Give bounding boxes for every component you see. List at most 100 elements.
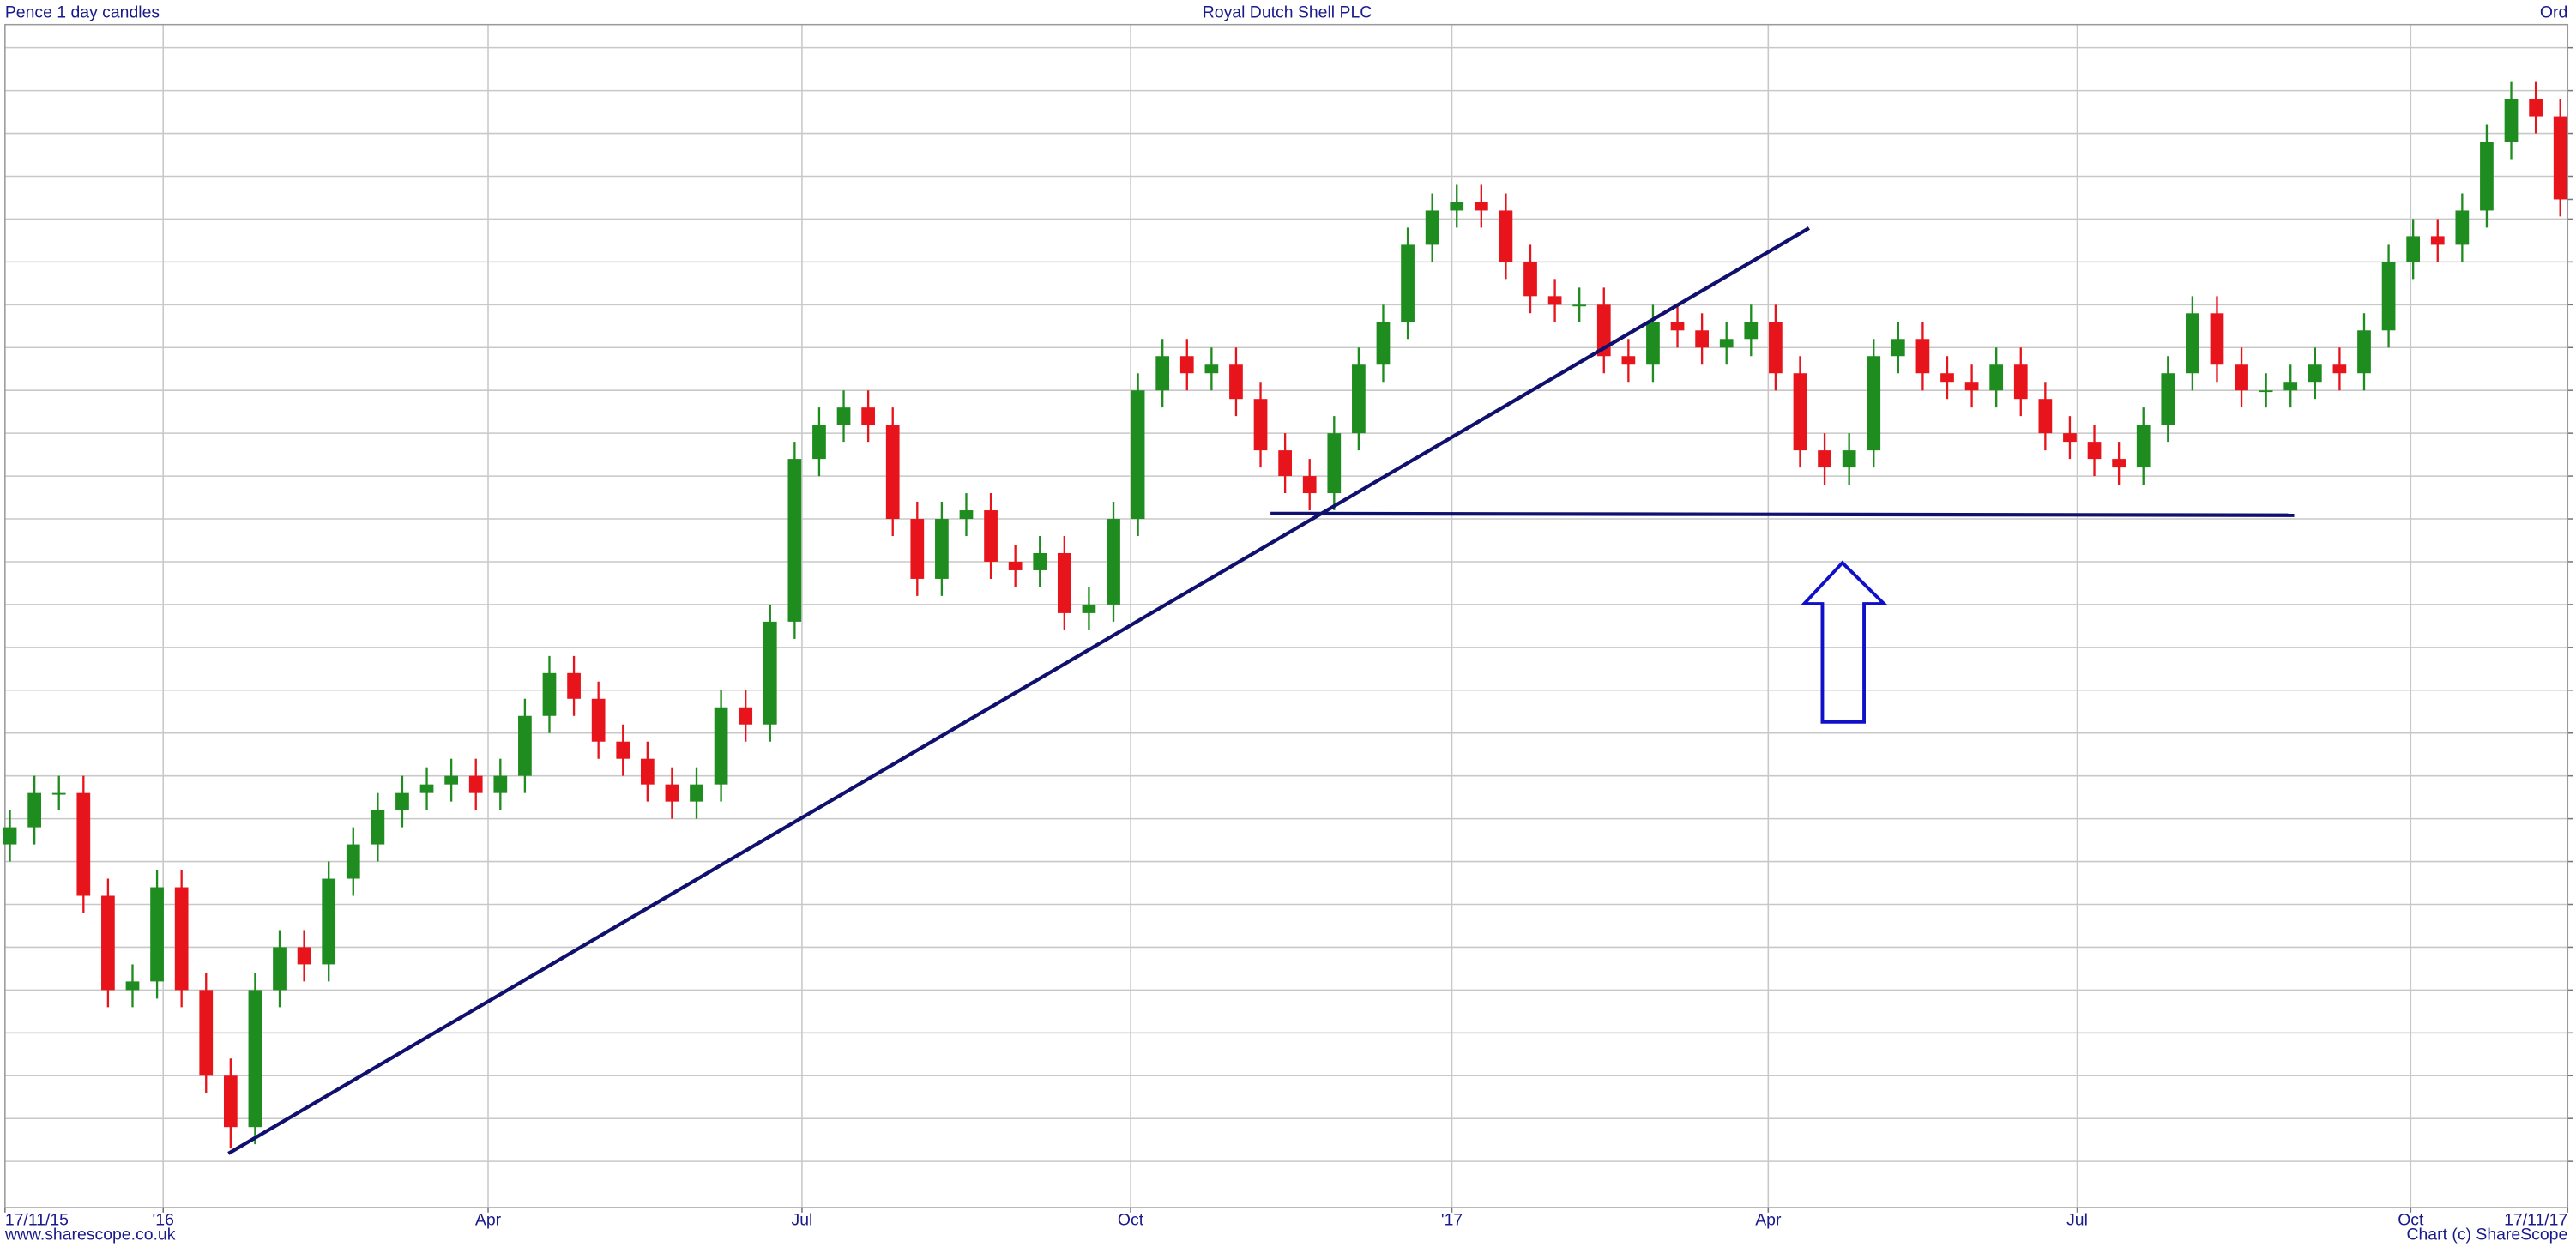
- candle-body: [1867, 356, 1881, 451]
- candle-body: [616, 741, 630, 759]
- candle-body: [714, 707, 728, 785]
- candle-body: [51, 792, 66, 795]
- candle-body: [1719, 339, 1734, 348]
- candle-body: [935, 519, 949, 579]
- candle-body: [468, 775, 483, 793]
- candle-body: [174, 887, 189, 991]
- annotations: [227, 226, 2295, 1155]
- candle-body: [101, 895, 115, 991]
- candle-body: [2235, 364, 2248, 391]
- candle-body: [2529, 99, 2543, 117]
- candle-body: [1082, 604, 1096, 613]
- candle-body: [1229, 364, 1243, 400]
- candle-body: [836, 407, 851, 425]
- candle-body: [1401, 244, 1415, 322]
- candle-body: [1964, 382, 1979, 391]
- candle-body: [322, 878, 336, 965]
- candle-body: [542, 672, 557, 716]
- candle-body: [1596, 304, 1611, 357]
- candle-body: [273, 947, 287, 991]
- candle-body: [1033, 552, 1047, 570]
- subtitle: Pence 1 day candles: [5, 3, 160, 21]
- candle-body: [2430, 236, 2445, 245]
- candle-body: [1008, 561, 1023, 570]
- candle-body: [763, 621, 777, 725]
- candles: [3, 81, 2567, 1149]
- candle-body: [1547, 296, 1562, 305]
- candle-body: [3, 827, 17, 845]
- candle-body: [591, 698, 606, 742]
- candle-body: [2357, 330, 2371, 374]
- candle-body: [787, 459, 802, 622]
- candle-body: [1450, 202, 1464, 211]
- candle-body: [1352, 364, 1366, 434]
- candle-body: [2480, 142, 2494, 211]
- x-tick-label: Oct: [2398, 1212, 2424, 1230]
- credit: Chart (c) ShareScope: [2406, 1226, 2567, 1244]
- candle-body: [885, 425, 900, 520]
- candle-body: [1057, 552, 1071, 613]
- candle-body: [984, 510, 998, 562]
- candle-body: [2504, 99, 2519, 142]
- candle-body: [1793, 373, 1807, 451]
- candle-body: [2553, 116, 2567, 200]
- candle-body: [493, 775, 508, 793]
- candle-body: [518, 715, 532, 776]
- candle-body: [1155, 356, 1170, 391]
- x-tick-label: Apr: [475, 1212, 502, 1230]
- candle-body: [371, 810, 385, 845]
- candle-body: [2332, 364, 2347, 374]
- candle-body: [125, 981, 140, 991]
- candle-body: [1499, 210, 1513, 262]
- candle-body: [1769, 322, 1783, 374]
- candle-body: [1572, 304, 1587, 307]
- candle-body: [1425, 210, 1439, 245]
- chart-title: Royal Dutch Shell PLC: [1203, 3, 1372, 21]
- candle-body: [2087, 442, 2102, 460]
- candle-body: [150, 887, 164, 982]
- candle-body: [1253, 399, 1268, 451]
- candle-body: [2455, 210, 2470, 245]
- x-tick-label: 17/11/15: [5, 1212, 69, 1230]
- candle-body: [959, 510, 974, 520]
- candle-body: [2259, 390, 2273, 393]
- candle-body: [812, 425, 826, 460]
- candle-body: [739, 707, 753, 725]
- candle-body: [2283, 382, 2298, 391]
- candle-body: [2063, 433, 2077, 443]
- plot-frame: [4, 23, 2569, 1208]
- candle-body: [2013, 364, 2028, 400]
- candle-body: [1376, 322, 1391, 365]
- candle-body: [2210, 313, 2224, 365]
- candle-body: [1818, 450, 1831, 468]
- x-tick-label: Jul: [792, 1212, 813, 1230]
- candle-body: [1940, 373, 1954, 383]
- candle-body: [2406, 236, 2421, 262]
- candle-body: [640, 758, 655, 785]
- candle-body: [1915, 339, 1930, 374]
- candle-body: [1302, 476, 1317, 494]
- x-tick-label: Apr: [1755, 1212, 1782, 1230]
- candle-body: [2112, 459, 2126, 468]
- candle-body: [1842, 450, 1856, 468]
- candle-body: [2186, 313, 2199, 374]
- candle-body: [1891, 339, 1905, 357]
- candle-body: [910, 519, 925, 579]
- source: www.sharescope.co.uk: [4, 1226, 176, 1244]
- candle-body: [1327, 433, 1342, 494]
- candle-body: [27, 792, 41, 828]
- candle-body: [1179, 356, 1194, 374]
- security-class: Ord: [2540, 3, 2567, 21]
- x-tick-label: '16: [153, 1212, 174, 1230]
- candle-body: [76, 792, 91, 896]
- x-tick-label: 17/11/17: [2504, 1212, 2567, 1230]
- candle-body: [1695, 330, 1709, 348]
- support-line: [1270, 511, 2295, 517]
- candle-body: [567, 672, 581, 699]
- candle-body: [2161, 373, 2175, 425]
- candle-body: [1621, 356, 1636, 365]
- candle-body: [1989, 364, 2004, 391]
- candle-body: [1107, 519, 1120, 605]
